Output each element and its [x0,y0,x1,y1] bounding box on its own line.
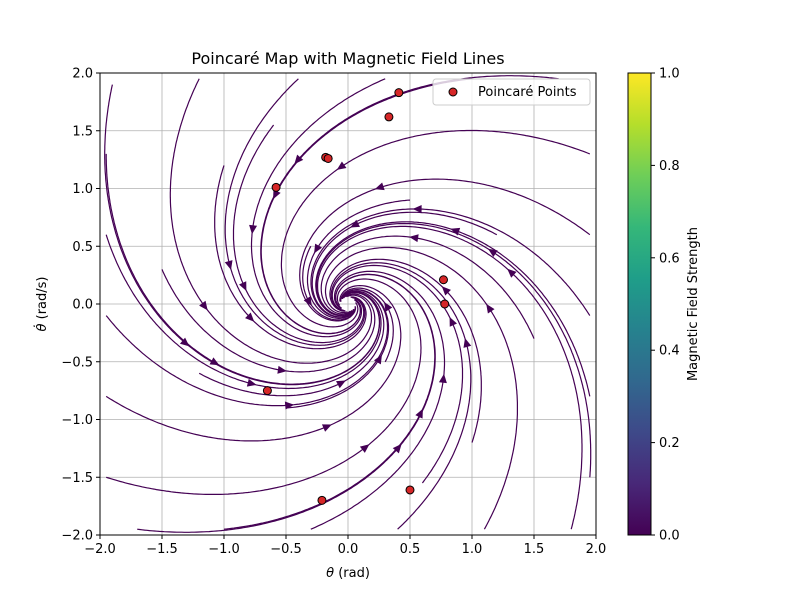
field-arrow [384,301,393,312]
y-tick-label: 0.5 [72,240,93,255]
plot-area [99,72,597,536]
field-arrow [336,161,347,170]
colorbar-tick-label: 0.2 [659,436,680,451]
field-arrow [277,365,287,374]
y-tick-label: 0.0 [72,298,93,313]
legend-marker [448,87,458,97]
field-arrow [209,357,220,366]
legend: Poincaré Points [432,78,591,106]
colorbar-tick-label: 1.0 [659,67,680,82]
field-arrow [238,281,247,292]
y-tick-label: 1.0 [72,182,93,197]
y-axis-label: θ̇ (rad/s) [34,277,50,332]
field-arrow [507,268,517,278]
x-axis-symbol: θ [326,566,334,581]
y-tick-label: 2.0 [72,67,93,82]
x-tick-label: −2.0 [84,542,116,557]
field-arrow [314,243,323,254]
x-axis-unit: (rad) [334,566,370,581]
field-arrow [412,205,422,214]
colorbar-label: Magnetic Field Strength [686,227,701,381]
colorbar-tick-label: 0.6 [659,251,680,266]
y-tick-label: 1.5 [72,124,93,139]
field-arrow [249,224,258,235]
y-axis-ticks: −2.0 −1.5 −1.0 −0.5 0.0 0.5 1.0 1.5 2.0 [61,67,100,544]
field-arrow [438,373,447,384]
y-axis-symbol: θ̇ [34,323,50,331]
colorbar-gradient [627,72,652,536]
field-arrow [463,338,472,348]
x-axis-label: θ (rad) [326,566,370,581]
poincare-point [262,386,272,396]
field-arrow [486,303,495,314]
field-arrow [199,300,208,311]
poincare-point [405,485,415,495]
legend-label: Poincaré Points [478,85,577,100]
colorbar: 0.0 0.2 0.4 0.6 0.8 1.0 Magnetic Field Streng… [627,67,701,544]
x-tick-label: 0.0 [338,542,359,557]
field-arrow [374,182,385,191]
x-tick-label: −1.5 [146,542,178,557]
y-tick-label: −1.5 [61,471,93,486]
x-axis-ticks: −2.0 −1.5 −1.0 −0.5 0.0 0.5 1.0 1.5 2.0 [84,535,606,557]
field-arrow [488,248,498,258]
field-arrow [321,424,332,432]
x-tick-label: −1.0 [208,542,240,557]
field-arrow [245,312,255,322]
field-arrow [373,354,382,365]
x-tick-label: 2.0 [586,542,607,557]
field-arrow [449,316,458,327]
y-tick-label: −1.0 [61,413,93,428]
legend-box [432,78,591,106]
colorbar-tick-label: 0.0 [659,529,680,544]
x-tick-label: 0.5 [400,542,421,557]
field-lines [104,75,592,533]
y-tick-label: −2.0 [61,529,93,544]
poincare-point [438,275,448,285]
field-arrow [359,444,370,453]
poincare-point [440,299,450,309]
field-arrow [409,234,419,243]
field-arrow [336,380,346,389]
y-tick-label: −0.5 [61,355,93,370]
field-arrow [246,378,257,387]
y-axis-unit: (rad/s) [35,277,50,324]
x-tick-label: −0.5 [270,542,302,557]
field-arrow [273,189,281,200]
x-tick-label: 1.5 [524,542,545,557]
poincare-point [394,88,404,98]
poincare-point [317,495,327,505]
field-arrow [294,154,304,165]
chart-title: Poincaré Map with Magnetic Field Lines [191,49,504,68]
field-arrow [415,408,423,419]
poincare-point [384,112,394,122]
poincare-points [262,88,450,505]
poincare-point [271,182,281,192]
colorbar-tick-label: 0.8 [659,159,680,174]
field-arrow [224,260,233,270]
field-arrow [303,296,312,307]
poincare-point [323,153,333,163]
field-arrow [350,219,360,228]
x-tick-label: 1.0 [462,542,483,557]
field-arrow [441,286,451,296]
colorbar-tick-label: 0.4 [659,344,680,359]
colorbar-ticks: 0.0 0.2 0.4 0.6 0.8 1.0 [651,67,680,544]
